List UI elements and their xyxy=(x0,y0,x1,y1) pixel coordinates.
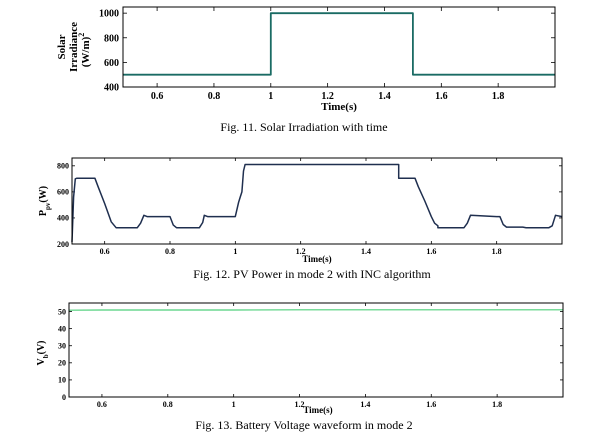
fig11-ylabel-line2: Irradiance xyxy=(68,22,80,72)
fig13-ytick-label: 30 xyxy=(58,342,66,351)
fig13-xlabel: Time(s) xyxy=(303,405,332,415)
fig11-ylabel-sup: 2 xyxy=(77,33,86,37)
fig12-series xyxy=(71,163,563,243)
fig13-ytick-label: 40 xyxy=(58,324,66,333)
fig11-series-line xyxy=(123,12,555,76)
fig13-ylabel: Vb(V) xyxy=(36,340,50,365)
fig12-xtick-label: 1.8 xyxy=(492,247,502,256)
fig12-xtick-label: 0.8 xyxy=(165,247,175,256)
fig12-xtick-label: 1.4 xyxy=(361,247,371,256)
fig11-plot-frame xyxy=(122,6,556,88)
fig11-ytick-label: 1000 xyxy=(99,9,119,20)
fig13-battery-voltage-chart: 0.6 0.8 1 1.2 1.4 1.6 1.8 0 10 20 30 40 50 Time(s) V… xyxy=(36,302,564,432)
fig13-ytick-label: 50 xyxy=(58,307,66,316)
fig11-xtick-label: 1.4 xyxy=(378,91,391,102)
fig11-xtick-label: 1 xyxy=(268,91,273,102)
fig11-ytick-label: 800 xyxy=(104,33,119,44)
fig11-ylabel: Solar Irradiance (W/m)2 xyxy=(56,22,92,72)
fig13-xtick-label: 0.8 xyxy=(163,400,173,409)
fig12-ytick-label: 400 xyxy=(57,214,69,223)
fig12-ytick-label: 600 xyxy=(57,188,69,197)
fig11-irradiance-chart: 0.6 0.8 1 1.2 1.4 1.6 1.8 400 600 800 1000 Time(s)… xyxy=(56,6,556,134)
fig11-ytick-label: 600 xyxy=(104,58,119,69)
fig12-caption: Fig. 12. PV Power in mode 2 with INC alg… xyxy=(193,267,431,281)
fig13-ylabel-main: V xyxy=(36,358,47,366)
fig11-xtick-label: 1.8 xyxy=(492,91,505,102)
fig11-xtick-label: 0.6 xyxy=(151,91,164,102)
fig13-ylabel-unit: (V) xyxy=(36,340,47,354)
fig12-ytick-label: 200 xyxy=(57,240,69,249)
fig12-ylabel-main: P xyxy=(38,210,49,216)
fig11-xtick-label: 1.2 xyxy=(321,91,334,102)
fig12-xlabel: Time(s) xyxy=(302,254,331,264)
fig12-ylabel: Ppv(W) xyxy=(38,186,52,216)
fig13-xtick-label: 1.8 xyxy=(492,400,502,409)
fig13-xtick-label: 1 xyxy=(232,400,236,409)
fig11-xtick-label: 0.8 xyxy=(208,91,221,102)
fig11-xtick-label: 1.6 xyxy=(435,91,448,102)
fig12-ylabel-unit: (W) xyxy=(38,186,49,203)
fig13-ylabel-sub: b xyxy=(42,354,50,358)
fig12-xtick-label: 0.6 xyxy=(100,247,110,256)
fig12-plot-frame xyxy=(71,157,563,245)
fig12-ytick-label: 800 xyxy=(57,162,69,171)
fig11-ticks: 0.6 0.8 1 1.2 1.4 1.6 1.8 400 600 800 1000 xyxy=(99,7,555,102)
fig11-xlabel: Time(s) xyxy=(321,101,357,113)
fig12-series-line xyxy=(71,163,563,243)
fig12-ticks: 0.6 0.8 1 1.2 1.4 1.6 1.8 200 400 600 800 xyxy=(57,158,562,256)
fig13-xtick-label: 1.2 xyxy=(295,400,305,409)
fig12-ylabel-sub: pv xyxy=(44,202,52,210)
fig12-xtick-label: 1 xyxy=(233,247,237,256)
fig13-ytick-label: 20 xyxy=(58,359,66,368)
fig12-xtick-label: 1.6 xyxy=(426,247,436,256)
fig13-plot-frame xyxy=(68,302,564,398)
fig11-ylabel-unit: (W/m) xyxy=(80,36,92,67)
fig12-xtick-label: 1.2 xyxy=(296,247,306,256)
fig13-xtick-label: 1.6 xyxy=(426,400,436,409)
fig13-ytick-label: 10 xyxy=(58,376,66,385)
fig13-xtick-label: 0.6 xyxy=(97,400,107,409)
fig11-ylabel-line1: Solar xyxy=(56,34,68,59)
fig12-ylabel-text: Ppv(W) xyxy=(38,186,52,216)
fig11-caption: Fig. 11. Solar Irradiation with time xyxy=(220,120,387,134)
fig13-ticks: 0.6 0.8 1 1.2 1.4 1.6 1.8 0 10 20 30 40 50 xyxy=(58,303,563,409)
fig13-caption: Fig. 13. Battery Voltage waveform in mod… xyxy=(195,418,412,432)
fig13-ytick-label: 0 xyxy=(62,393,66,402)
fig11-series xyxy=(123,12,555,76)
fig13-ylabel-text: Vb(V) xyxy=(36,340,50,365)
fig11-ylabel-line3: (W/m)2 xyxy=(77,33,92,68)
fig11-ytick-label: 400 xyxy=(104,83,119,94)
fig13-xtick-label: 1.4 xyxy=(360,400,370,409)
